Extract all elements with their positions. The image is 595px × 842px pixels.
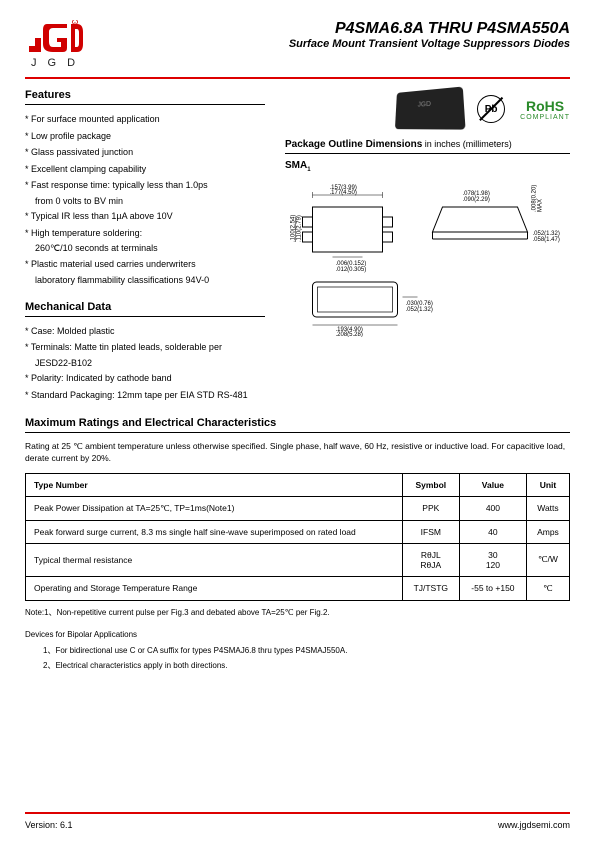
bipolar-title: Devices for Bipolar Applications bbox=[25, 630, 570, 639]
bipolar-line: 2、Electrical characteristics apply in bo… bbox=[43, 660, 570, 671]
features-list: For surface mounted application Low profi… bbox=[25, 113, 265, 285]
svg-text:.058(1.47): .058(1.47) bbox=[533, 237, 560, 243]
footer-url: www.jgdsemi.com bbox=[498, 820, 570, 830]
table-header: Type Number bbox=[26, 473, 403, 496]
rohs-badge: RoHS COMPLIANT bbox=[520, 98, 570, 121]
table-header: Value bbox=[459, 473, 526, 496]
table-cell: Typical thermal resistance bbox=[26, 543, 403, 576]
version-label: Version: 6.1 bbox=[25, 820, 73, 830]
ratings-title: Maximum Ratings and Electrical Character… bbox=[25, 417, 570, 433]
feature-item: Low profile package bbox=[25, 130, 265, 143]
svg-text:.177(4.50): .177(4.50) bbox=[330, 190, 357, 196]
mechanical-title: Mechanical Data bbox=[25, 301, 265, 317]
feature-item: Typical IR less than 1µA above 10V bbox=[25, 210, 265, 223]
mechanical-item-sub: JESD22-B102 bbox=[35, 358, 265, 368]
page-subtitle: Surface Mount Transient Voltage Suppress… bbox=[289, 38, 570, 50]
svg-text:.012(0.305): .012(0.305) bbox=[336, 267, 367, 273]
table-row: Typical thermal resistanceRθJL RθJA30 12… bbox=[26, 543, 570, 576]
table-cell: RθJL RθJA bbox=[402, 543, 459, 576]
ratings-table: Type Number Symbol Value Unit Peak Power… bbox=[25, 473, 570, 601]
table-row: Peak forward surge current, 8.3 ms singl… bbox=[26, 520, 570, 543]
svg-text:.090(2.29): .090(2.29) bbox=[463, 197, 490, 203]
table-row: Operating and Storage Temperature RangeT… bbox=[26, 576, 570, 600]
table-cell: -55 to +150 bbox=[459, 576, 526, 600]
svg-text:.052(1.32): .052(1.32) bbox=[406, 307, 433, 313]
feature-item-sub: from 0 volts to BV min bbox=[35, 196, 265, 206]
pb-free-icon: Pb bbox=[477, 95, 505, 123]
feature-item: For surface mounted application bbox=[25, 113, 265, 126]
mechanical-item: Terminals: Matte tin plated leads, solde… bbox=[25, 341, 265, 354]
svg-text:MAX: MAX bbox=[538, 199, 544, 212]
table-cell: Amps bbox=[526, 520, 569, 543]
svg-text:.208(5.28): .208(5.28) bbox=[336, 332, 363, 337]
ratings-intro: Rating at 25 ℃ ambient temperature unles… bbox=[25, 441, 570, 465]
package-image bbox=[395, 87, 466, 130]
table-cell: ℃ bbox=[526, 576, 569, 600]
table-cell: ℃/W bbox=[526, 543, 569, 576]
table-cell: 40 bbox=[459, 520, 526, 543]
bipolar-line: 1、For bidirectional use C or CA suffix f… bbox=[43, 645, 570, 656]
header-divider bbox=[25, 77, 570, 79]
feature-item: Glass passivated junction bbox=[25, 146, 265, 159]
table-cell: Peak forward surge current, 8.3 ms singl… bbox=[26, 520, 403, 543]
table-cell: Watts bbox=[526, 496, 569, 520]
feature-item-sub: laboratory flammability classifications … bbox=[35, 275, 265, 285]
table-cell: PPK bbox=[402, 496, 459, 520]
table-header: Unit bbox=[526, 473, 569, 496]
svg-text:.110(2.79): .110(2.79) bbox=[297, 215, 303, 242]
table-cell: TJ/TSTG bbox=[402, 576, 459, 600]
feature-item: Excellent clamping capability bbox=[25, 163, 265, 176]
table-cell: Peak Power Dissipation at TA=25℃, TP=1ms… bbox=[26, 496, 403, 520]
mechanical-item: Case: Molded plastic bbox=[25, 325, 265, 338]
mechanical-item: Standard Packaging: 12mm tape per EIA ST… bbox=[25, 389, 265, 402]
table-cell: Operating and Storage Temperature Range bbox=[26, 576, 403, 600]
mechanical-list: Case: Molded plastic Terminals: Matte tin… bbox=[25, 325, 265, 401]
package-type-label: SMA1 bbox=[285, 160, 570, 173]
page-title: P4SMA6.8A THRU P4SMA550A bbox=[289, 20, 570, 38]
feature-item-sub: 260℃/10 seconds at terminals bbox=[35, 243, 265, 254]
feature-item: High temperature soldering: bbox=[25, 227, 265, 240]
table-cell: 30 120 bbox=[459, 543, 526, 576]
table-cell: IFSM bbox=[402, 520, 459, 543]
ratings-note: Note:1、Non-repetitive current pulse per … bbox=[25, 607, 570, 618]
logo-text: J G D bbox=[31, 57, 79, 69]
features-title: Features bbox=[25, 89, 265, 105]
table-row: Peak Power Dissipation at TA=25℃, TP=1ms… bbox=[26, 496, 570, 520]
brand-logo: R J G D bbox=[25, 20, 85, 69]
package-outline-drawing: .157(3.99) .177(4.50) .100(2.54) .110(2.… bbox=[285, 177, 570, 337]
mechanical-item: Polarity: Indicated by cathode band bbox=[25, 372, 265, 385]
table-header: Symbol bbox=[402, 473, 459, 496]
feature-item: Plastic material used carries underwrite… bbox=[25, 258, 265, 271]
feature-item: Fast response time: typically less than … bbox=[25, 179, 265, 192]
table-cell: 400 bbox=[459, 496, 526, 520]
package-dimensions-title: Package Outline Dimensions in inches (mi… bbox=[285, 139, 570, 154]
